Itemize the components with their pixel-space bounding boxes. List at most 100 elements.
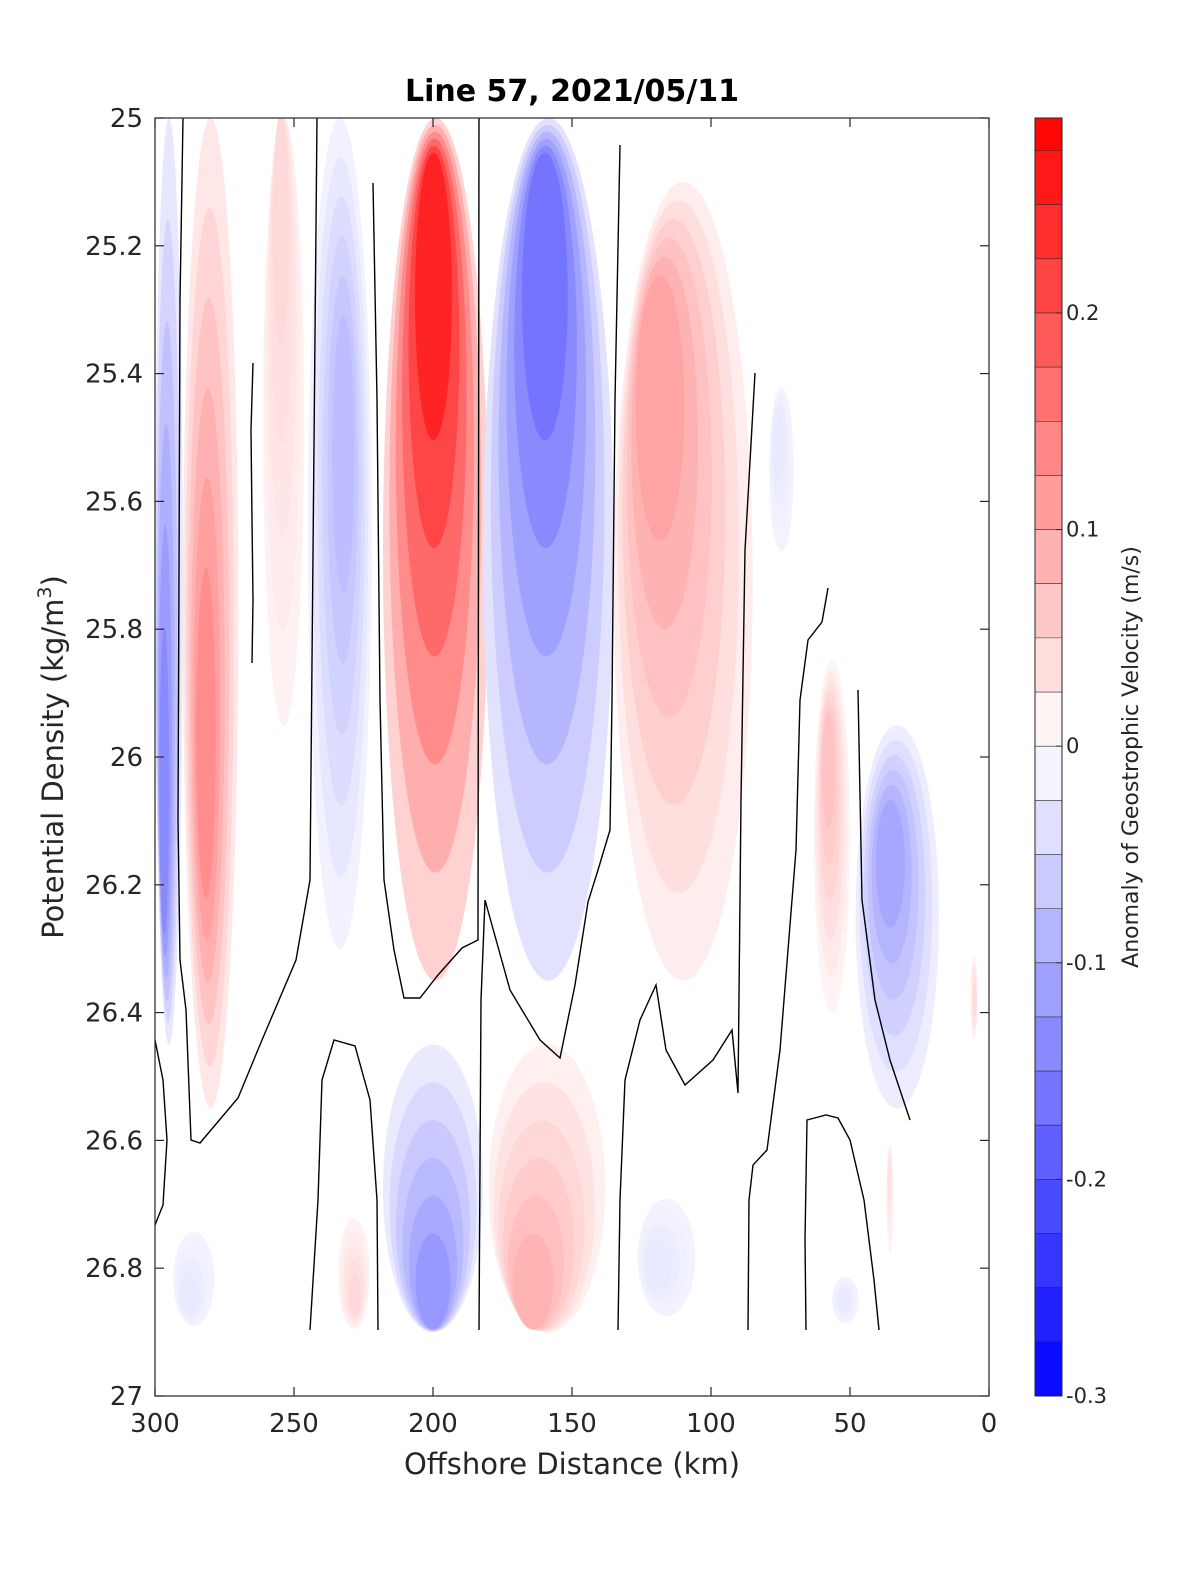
- anomaly-feature: [886, 1140, 895, 1269]
- y-axis-label-superscript: 3: [34, 586, 56, 598]
- anomaly-cell: [822, 711, 835, 829]
- y-axis-label-end: ): [36, 575, 70, 586]
- y-tick-label: 25.8: [85, 615, 143, 645]
- y-tick-label: 26.2: [85, 871, 143, 901]
- colorbar-band: [1035, 854, 1062, 909]
- y-tick-label: 26.6: [85, 1126, 143, 1156]
- anomaly-feature: [827, 1268, 864, 1333]
- zero-contours: [155, 118, 911, 1331]
- colorbar-band: [1035, 421, 1062, 476]
- anomaly-feature: [260, 118, 308, 821]
- colorbar-band: [1035, 692, 1062, 747]
- colorbar-band: [1035, 1071, 1062, 1126]
- colorbar-band: [1035, 1016, 1062, 1072]
- anomaly-feature: [813, 661, 850, 1013]
- colorbar-band: [1035, 1179, 1062, 1234]
- anomaly-cell: [159, 626, 170, 936]
- colorbar-band: [1035, 962, 1062, 1017]
- y-axis-label: Potential Density (kg/m3): [34, 575, 70, 939]
- anomaly-feature: [182, 118, 239, 1109]
- colorbar: 0.2 0.1 0 -0.1 -0.2 -0.3 Anomaly of Geostroph…: [1034, 117, 1144, 1408]
- y-tick-label: 25.2: [85, 232, 143, 262]
- y-tick-label: 25.4: [85, 360, 143, 390]
- anomaly-feature: [483, 118, 614, 981]
- anomaly-feature: [488, 1044, 606, 1333]
- colorbar-band: [1035, 1341, 1062, 1396]
- zero-contour-line: [155, 1039, 168, 1226]
- zero-contour-line: [372, 118, 480, 999]
- anomaly-cell: [838, 1289, 851, 1311]
- anomaly-cell: [415, 1233, 451, 1330]
- anomaly-field: [155, 118, 978, 1333]
- zero-contour-line: [177, 118, 318, 1144]
- colorbar-tick-label: 0: [1066, 734, 1079, 758]
- colorbar-band: [1035, 583, 1062, 638]
- colorbar-tick-label: 0.2: [1066, 301, 1099, 325]
- x-tick-label: 300: [130, 1409, 180, 1439]
- colorbar-band: [1035, 475, 1062, 530]
- colorbar-band: [1035, 367, 1062, 422]
- colorbar-band: [1035, 150, 1062, 205]
- zero-contour-line: [857, 689, 911, 1121]
- anomaly-feature: [168, 1204, 225, 1333]
- colorbar-tick-label: 0.1: [1066, 518, 1099, 542]
- anomaly-cell: [332, 315, 355, 592]
- chart-title: Line 57, 2021/05/11: [405, 74, 739, 109]
- y-tick-label: 26.8: [85, 1254, 143, 1284]
- anomaly-cell: [414, 152, 452, 441]
- colorbar-band: [1035, 204, 1062, 259]
- anomaly-feature: [766, 373, 800, 598]
- anomaly-feature: [155, 118, 183, 1045]
- x-tick-label: 200: [408, 1409, 458, 1439]
- colorbar-band: [1035, 1233, 1062, 1288]
- colorbar-band: [1035, 800, 1062, 855]
- y-tick-label: 26.4: [85, 999, 143, 1029]
- colorbar-band: [1035, 258, 1062, 313]
- zero-contour-line: [478, 144, 621, 1331]
- anomaly-cell: [180, 1273, 200, 1317]
- anomaly-feature: [969, 948, 978, 1045]
- colorbar-band: [1035, 529, 1062, 584]
- x-axis-label: Offshore Distance (km): [404, 1447, 740, 1481]
- anomaly-cell: [348, 1273, 362, 1317]
- colorbar-band: [1035, 746, 1062, 801]
- colorbar-tick-label: -0.2: [1066, 1167, 1107, 1191]
- x-tick-label: 100: [686, 1409, 736, 1439]
- colorbar-band: [1035, 1287, 1062, 1342]
- anomaly-cell: [272, 118, 290, 347]
- zero-contour-line: [617, 372, 756, 1331]
- x-tick-label: 0: [981, 1409, 998, 1439]
- y-axis-label-main: Potential Density (kg/m: [36, 599, 70, 939]
- anomaly-cell: [522, 152, 568, 441]
- anomaly-cell: [772, 408, 785, 483]
- anomaly-feature: [307, 118, 372, 949]
- colorbar-ticks: 0.2 0.1 0 -0.1 -0.2 -0.3: [1056, 301, 1107, 1408]
- colorbar-band: [1035, 118, 1062, 151]
- x-tick-label: 250: [269, 1409, 319, 1439]
- anomaly-cell: [644, 1238, 672, 1293]
- anomaly-feature: [335, 1204, 372, 1333]
- anomaly-feature: [382, 1044, 484, 1333]
- colorbar-band: [1035, 312, 1062, 368]
- y-axis: 25 25.2 25.4 25.6 25.8 26 26.2 26.4 26.6 26.8 27: [85, 104, 989, 1412]
- colorbar-tick-label: -0.3: [1066, 1384, 1107, 1408]
- anomaly-cell: [875, 799, 905, 928]
- zero-contour-line: [747, 587, 829, 1331]
- x-tick-label: 150: [547, 1409, 597, 1439]
- anomaly-cell: [887, 1156, 891, 1199]
- colorbar-band: [1035, 637, 1062, 693]
- zero-contour-line: [804, 1114, 880, 1331]
- zero-contour-line: [250, 362, 254, 664]
- colorbar-band: [1035, 908, 1062, 963]
- y-tick-label: 26: [110, 743, 143, 773]
- anomaly-feature: [855, 725, 939, 1109]
- y-tick-label: 27: [110, 1382, 143, 1412]
- anomaly-feature: [382, 118, 489, 981]
- colorbar-frame: [1034, 117, 1063, 1397]
- anomaly-cell: [635, 275, 685, 542]
- anomaly-cell: [196, 567, 216, 899]
- x-tick-label: 50: [833, 1409, 866, 1439]
- anomaly-cell: [973, 983, 977, 1016]
